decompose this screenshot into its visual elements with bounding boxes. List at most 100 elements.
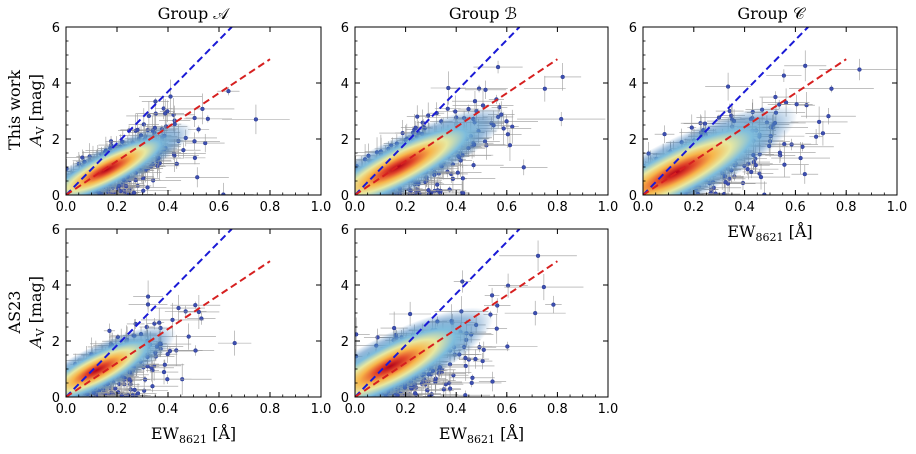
data-point: [782, 162, 787, 167]
data-point: [829, 86, 834, 91]
data-point: [725, 84, 731, 89]
data-point: [749, 169, 754, 175]
data-point: [145, 185, 150, 190]
data-point: [789, 142, 794, 147]
blue-relation-line: [66, 27, 233, 195]
data-point: [420, 120, 425, 125]
data-point: [150, 384, 155, 389]
blue-relation-line: [355, 27, 521, 195]
data-point: [167, 348, 173, 354]
column-title-group-b: Group ℬ: [449, 4, 517, 23]
data-point: [152, 321, 157, 326]
data-point: [186, 334, 191, 339]
data-point: [131, 190, 137, 195]
data-point: [722, 191, 727, 195]
x-tick-label: 0.4: [734, 200, 755, 215]
column-title-group-c: Group 𝒞: [737, 4, 806, 23]
x-tick-label: 0.8: [547, 200, 568, 215]
av-subscript: V: [34, 125, 47, 135]
data-point: [802, 172, 807, 177]
data-point: [426, 188, 431, 193]
data-point: [195, 175, 200, 180]
data-point: [501, 126, 506, 131]
density-cloud: [355, 106, 507, 195]
data-point: [813, 134, 819, 139]
row-label-line1: This work: [5, 70, 24, 150]
data-point: [232, 340, 237, 346]
red-relation-line: [66, 58, 271, 195]
data-point: [170, 317, 175, 323]
data-point: [200, 106, 205, 112]
data-point: [203, 140, 208, 146]
plot-area: [355, 11, 606, 195]
data-point: [192, 139, 197, 144]
data-point: [135, 391, 141, 396]
y-tick-label: 4: [341, 77, 349, 92]
data-point: [816, 119, 822, 125]
data-point: [461, 190, 466, 195]
row-label-line2: AV [mag]: [26, 276, 47, 350]
data-point: [145, 302, 151, 307]
data-point: [146, 113, 152, 119]
y-tick-label: 4: [52, 77, 60, 92]
data-point: [192, 155, 198, 161]
data-point: [505, 132, 511, 137]
data-point: [740, 180, 746, 186]
x-tick-label: 0.6: [785, 200, 806, 215]
data-point: [472, 99, 478, 104]
y-tick-label: 2: [341, 133, 349, 148]
data-point: [698, 120, 703, 126]
row-label-this-work: This work AV [mag]: [5, 70, 47, 150]
data-point: [781, 73, 787, 78]
data-point: [782, 141, 787, 147]
av-unit: [mag]: [26, 74, 45, 127]
data-point: [157, 320, 162, 325]
data-point: [253, 117, 259, 122]
x-tick-label: 0.6: [496, 200, 517, 215]
data-point: [857, 67, 862, 72]
data-point: [135, 127, 140, 133]
av-symbol: A: [26, 336, 45, 350]
data-point: [820, 131, 826, 136]
data-point: [165, 377, 170, 382]
x-tick-label: 0.8: [260, 200, 281, 215]
data-point: [161, 106, 166, 111]
x-axis-label-unit: [Å]: [784, 221, 813, 241]
x-tick-label: 1.0: [887, 200, 908, 215]
x-tick-label: 0.2: [395, 200, 416, 215]
y-tick-label: 2: [629, 133, 637, 148]
av-subscript: V: [34, 327, 47, 337]
data-point: [480, 103, 486, 108]
y-tick-label: 6: [52, 21, 60, 36]
x-axis-label-main: EW: [727, 222, 756, 241]
y-tick-label: 6: [629, 21, 637, 36]
data-point: [450, 176, 456, 181]
row-label-as23: AS23 AV [mag]: [5, 276, 47, 350]
x-tick-label: 0.4: [446, 200, 467, 215]
panel: 0.0 0.2 0.4 0.6 0.8 1.0 0 2 4 6: [52, 21, 332, 215]
data-point: [149, 365, 154, 370]
row-label-line2: AV [mag]: [26, 74, 47, 148]
av-unit: [mag]: [26, 276, 45, 329]
x-tick-label: 0.2: [107, 200, 128, 215]
data-point: [518, 11, 522, 15]
y-tick-label: 0: [629, 189, 637, 204]
data-point: [510, 124, 515, 129]
x-tick-label: 0.0: [633, 200, 654, 215]
data-point: [176, 305, 181, 311]
y-tick-label: 4: [629, 77, 637, 92]
x-tick-label: 1.0: [598, 200, 619, 215]
plot-area: [66, 229, 271, 397]
data-point: [471, 163, 476, 168]
column-title-group-a: Group 𝒜: [158, 4, 231, 23]
data-point: [453, 109, 458, 114]
data-point: [507, 143, 513, 148]
av-symbol: A: [26, 134, 45, 148]
x-tick-label: 0.0: [56, 200, 77, 215]
data-point: [163, 111, 168, 116]
x-tick-label: 0.8: [836, 200, 857, 215]
data-point: [826, 114, 831, 119]
data-point: [804, 103, 809, 108]
data-point: [205, 116, 211, 122]
